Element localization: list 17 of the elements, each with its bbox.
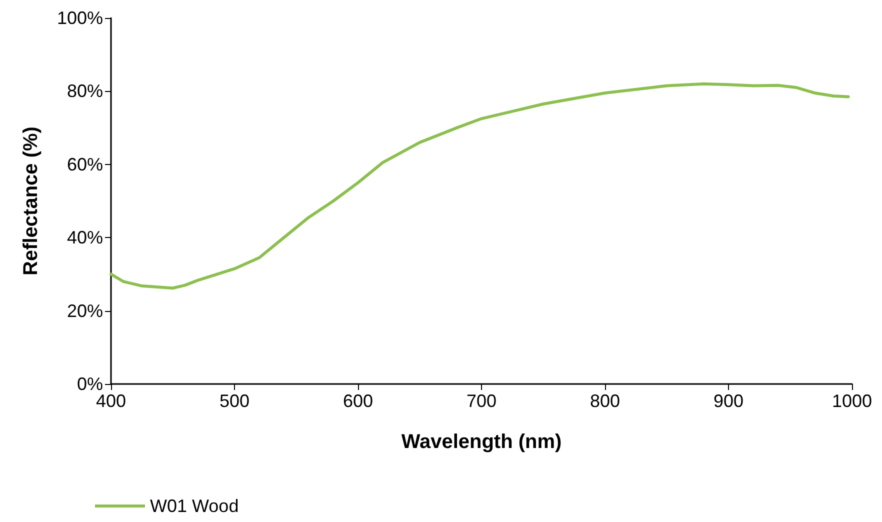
x-tick-label: 900 xyxy=(713,391,744,411)
x-axis-title: Wavelength (nm) xyxy=(401,431,562,453)
y-tick-label: 60% xyxy=(66,154,103,174)
y-tick-label: 0% xyxy=(76,374,103,394)
x-tick-label: 1000 xyxy=(832,391,872,411)
x-tick-label: 400 xyxy=(96,391,126,411)
y-tick-label: 80% xyxy=(66,81,103,102)
y-tick-label: 100% xyxy=(56,8,103,28)
y-tick-label: 40% xyxy=(66,228,103,248)
x-tick-label: 700 xyxy=(466,391,497,411)
y-tick-label: 20% xyxy=(66,300,103,321)
x-tick-label: 600 xyxy=(342,391,374,411)
x-tick-label: 500 xyxy=(219,391,250,411)
x-tick-label: 800 xyxy=(590,391,620,411)
line-series xyxy=(110,82,850,290)
legend-label: W01 Wood xyxy=(150,496,239,516)
y-axis-title: Reflectance (%) xyxy=(20,126,42,276)
